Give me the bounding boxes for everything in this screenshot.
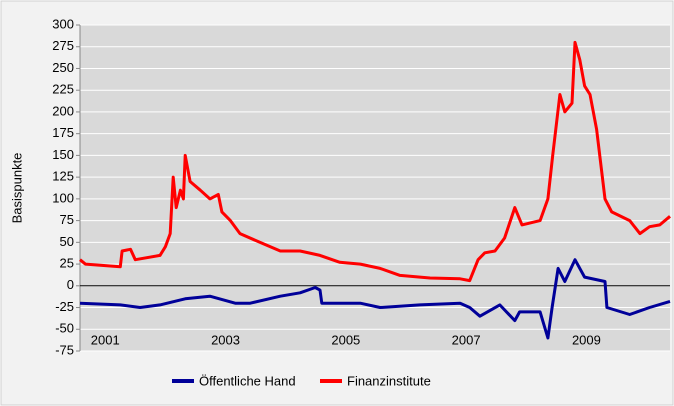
series-line bbox=[79, 40, 671, 283]
y-tick-label: 275 bbox=[52, 38, 74, 53]
y-tick-label: -25 bbox=[55, 299, 74, 314]
legend-label: Finanzinstitute bbox=[347, 373, 431, 388]
y-tick-label: 75 bbox=[60, 212, 74, 227]
y-tick-label: 250 bbox=[52, 60, 74, 75]
y-tick-label: -50 bbox=[55, 321, 74, 336]
y-tick-label: 200 bbox=[52, 103, 74, 118]
y-tick-label: 125 bbox=[52, 169, 74, 184]
y-tick-label: 225 bbox=[52, 82, 74, 97]
x-tick-label: 2005 bbox=[331, 332, 360, 347]
y-tick-label: 175 bbox=[52, 125, 74, 140]
y-tick-label: 150 bbox=[52, 147, 74, 162]
y-axis-label: Basispunkte bbox=[9, 153, 24, 224]
y-tick-label: 50 bbox=[60, 234, 74, 249]
plot-area bbox=[80, 25, 670, 351]
x-tick-label: 2003 bbox=[211, 332, 240, 347]
legend-label: Öffentliche Hand bbox=[199, 373, 296, 388]
x-tick-label: 2001 bbox=[91, 332, 120, 347]
x-tick-label: 2009 bbox=[572, 332, 601, 347]
y-tick-label: 25 bbox=[60, 256, 74, 271]
y-tick-label: 300 bbox=[52, 16, 74, 31]
y-tick-label: -75 bbox=[55, 342, 74, 357]
x-tick-label: 2007 bbox=[452, 332, 481, 347]
y-tick-label: 0 bbox=[67, 277, 74, 292]
series-line bbox=[79, 258, 671, 340]
y-tick-label: 100 bbox=[52, 190, 74, 205]
